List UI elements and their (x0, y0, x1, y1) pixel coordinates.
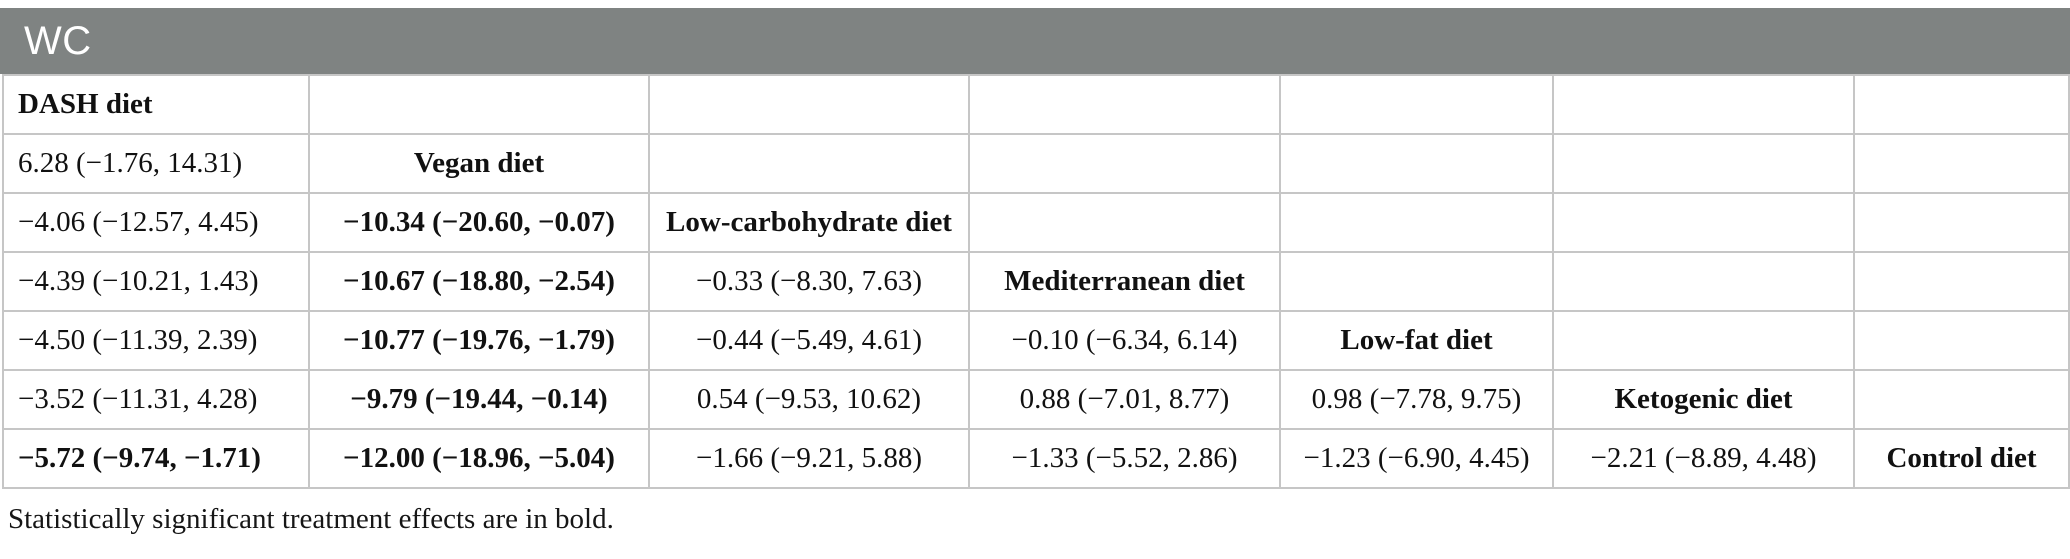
empty-cell (1552, 74, 1855, 135)
empty-cell (968, 133, 1281, 194)
estimate-cell: −10.34 (−20.60, −0.07) (308, 192, 650, 253)
empty-cell (648, 133, 970, 194)
empty-cell (1279, 251, 1554, 312)
table-row: −3.52 (−11.31, 4.28) −9.79 (−19.44, −0.14… (2, 369, 2070, 430)
empty-cell (1853, 133, 2070, 194)
estimate-cell: −2.21 (−8.89, 4.48) (1552, 428, 1855, 489)
empty-cell (1552, 133, 1855, 194)
empty-cell (1853, 74, 2070, 135)
estimate-cell: −0.10 (−6.34, 6.14) (968, 310, 1281, 371)
diet-name-cell: DASH diet (2, 74, 310, 135)
empty-cell (968, 192, 1281, 253)
estimate-cell: −4.06 (−12.57, 4.45) (2, 192, 310, 253)
diet-name-cell: Control diet (1853, 428, 2070, 489)
estimate-cell: −0.33 (−8.30, 7.63) (648, 251, 970, 312)
diet-name-cell: Ketogenic diet (1552, 369, 1855, 430)
estimate-cell: −10.67 (−18.80, −2.54) (308, 251, 650, 312)
empty-cell (1279, 192, 1554, 253)
empty-cell (1552, 192, 1855, 253)
table-title: WC (24, 18, 92, 63)
estimate-cell: −9.79 (−19.44, −0.14) (308, 369, 650, 430)
empty-cell (1552, 310, 1855, 371)
table-title-bar: WC (0, 8, 2070, 74)
estimate-cell: −1.33 (−5.52, 2.86) (968, 428, 1281, 489)
estimate-cell: −12.00 (−18.96, −5.04) (308, 428, 650, 489)
estimate-cell: −5.72 (−9.74, −1.71) (2, 428, 310, 489)
empty-cell (1279, 74, 1554, 135)
diet-name-cell: Mediterranean diet (968, 251, 1281, 312)
empty-cell (648, 74, 970, 135)
estimate-cell: −3.52 (−11.31, 4.28) (2, 369, 310, 430)
estimate-cell: 6.28 (−1.76, 14.31) (2, 133, 310, 194)
empty-cell (1853, 192, 2070, 253)
estimate-cell: 0.88 (−7.01, 8.77) (968, 369, 1281, 430)
estimate-cell: −4.50 (−11.39, 2.39) (2, 310, 310, 371)
table-row: −5.72 (−9.74, −1.71) −12.00 (−18.96, −5.0… (2, 428, 2070, 489)
estimate-cell: −1.66 (−9.21, 5.88) (648, 428, 970, 489)
table-row: −4.39 (−10.21, 1.43) −10.67 (−18.80, −2.5… (2, 251, 2070, 312)
estimate-cell: 0.54 (−9.53, 10.62) (648, 369, 970, 430)
empty-cell (1853, 310, 2070, 371)
estimate-cell: −0.44 (−5.49, 4.61) (648, 310, 970, 371)
estimate-cell: 0.98 (−7.78, 9.75) (1279, 369, 1554, 430)
diet-name-cell: Low-fat diet (1279, 310, 1554, 371)
table-row: DASH diet (2, 74, 2070, 135)
league-table: DASH diet 6.28 (−1.76, 14.31) Vegan diet −4… (2, 74, 2070, 489)
empty-cell (308, 74, 650, 135)
estimate-cell: −1.23 (−6.90, 4.45) (1279, 428, 1554, 489)
table-row: −4.50 (−11.39, 2.39) −10.77 (−19.76, −1.7… (2, 310, 2070, 371)
empty-cell (1279, 133, 1554, 194)
empty-cell (1552, 251, 1855, 312)
diet-name-cell: Vegan diet (308, 133, 650, 194)
table-row: −4.06 (−12.57, 4.45) −10.34 (−20.60, −0.0… (2, 192, 2070, 253)
empty-cell (968, 74, 1281, 135)
empty-cell (1853, 251, 2070, 312)
table-footnote: Statistically significant treatment effe… (8, 503, 614, 535)
league-table-body: DASH diet 6.28 (−1.76, 14.31) Vegan diet −4… (2, 74, 2070, 489)
empty-cell (1853, 369, 2070, 430)
table-row: 6.28 (−1.76, 14.31) Vegan diet (2, 133, 2070, 194)
estimate-cell: −10.77 (−19.76, −1.79) (308, 310, 650, 371)
estimate-cell: −4.39 (−10.21, 1.43) (2, 251, 310, 312)
diet-name-cell: Low-carbohydrate diet (648, 192, 970, 253)
